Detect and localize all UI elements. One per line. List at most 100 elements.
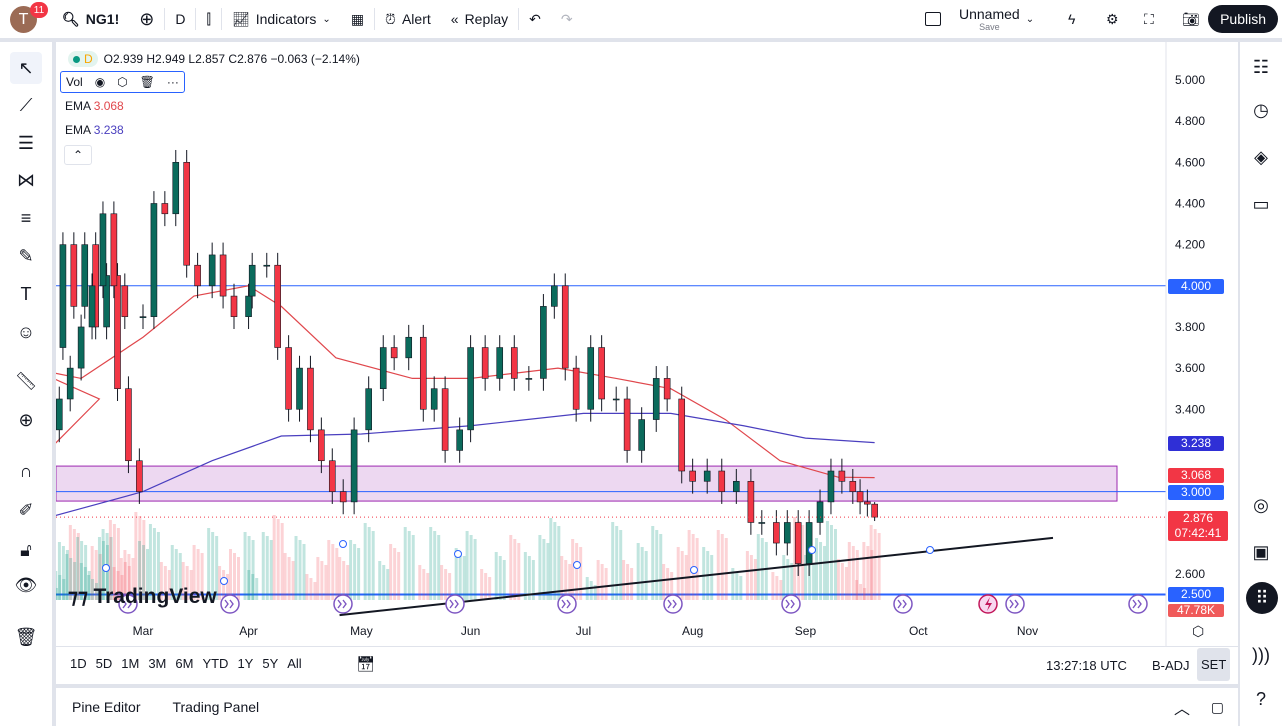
collapse-panel-button[interactable]: ︿ [1174,695,1190,719]
redo-button[interactable]: ↷ [551,0,583,38]
prediction-tool[interactable]: ≡ [10,202,42,234]
badj-toggle[interactable]: B-ADJ [1152,658,1190,673]
magnet-tool[interactable]: ∩ [10,455,42,487]
calendar-button[interactable]: ▣ [1246,537,1276,567]
range-5d[interactable]: 5D [95,656,113,671]
eye-icon[interactable]: ◉ [94,75,106,89]
fib-tool[interactable]: ☰ [10,127,42,159]
volume-bar [812,563,816,600]
axis-settings-button[interactable]: ⬡ [1192,623,1204,640]
clock[interactable]: 13:27:18 UTC [1046,658,1127,673]
chart-type-button[interactable]: ⫿ [196,0,220,38]
trash-icon[interactable]: 🗑︎ [139,75,155,89]
hide-tool[interactable]: 👁︎ [10,569,42,601]
volume-bar [782,555,786,600]
candle-body [598,347,605,400]
ema-fast-legend[interactable]: EMA 3.068 [65,99,124,113]
trading-panel-tab[interactable]: Trading Panel [172,699,260,715]
candle-body [623,398,631,451]
candle-body [612,398,620,401]
volume-bar [87,571,91,600]
range-5y[interactable]: 5Y [262,656,279,671]
lock-tool[interactable]: 🔓︎ [10,534,42,566]
volume-bar [716,530,720,600]
ema-slow-legend[interactable]: EMA 3.238 [65,123,124,137]
stay-drawing-tool[interactable]: ✐ [10,494,42,526]
volume-bar [90,546,94,600]
range-1y[interactable]: 1Y [237,656,254,671]
watchlist-button[interactable]: ☷ [1246,52,1276,82]
collapse-legend-button[interactable]: ⌃ [64,145,92,165]
layers-button[interactable]: ◈ [1246,142,1276,172]
volume-bar [331,544,335,600]
maximize-panel-button[interactable]: ▢ [1211,699,1224,716]
range-ytd[interactable]: YTD [202,656,229,671]
broadcast-button[interactable]: ))) [1246,640,1276,670]
fullscreen-button[interactable]: ⛶ [1134,0,1164,38]
volume-bar [836,559,840,600]
settings-button[interactable]: ⚙ [1096,0,1129,38]
layouts-button[interactable]: ▦ [341,0,374,38]
volume-bar [440,565,444,600]
candle-body [350,429,358,503]
cursor-tool[interactable]: ↖ [10,52,42,84]
session-toggle[interactable]: SET [1197,648,1231,681]
range-all[interactable]: All [287,656,302,671]
alert-button[interactable]: ⏰︎ Alert [375,0,441,38]
layout-name[interactable]: Unnamed Save ⌄ [915,0,1044,38]
lines-icon: ☰ [17,132,35,153]
volume-bar [335,548,339,600]
volume-bar [108,520,112,600]
candle-body [136,460,143,492]
alerts-button[interactable]: ◷ [1246,95,1276,125]
volume-bar [397,552,401,600]
volume-bar [138,516,142,600]
indicators-button[interactable]: 📈︎ Indicators ⌄ [222,0,341,38]
apps-button[interactable]: ⠿ [1246,582,1278,614]
volume-legend[interactable]: Vol ◉ ⬡ 🗑︎ ··· [60,71,185,93]
compare-button[interactable]: ⊕ [129,0,164,38]
candle-body [110,213,118,287]
more-icon[interactable]: ··· [166,75,179,89]
split-icon [785,599,795,609]
target-button[interactable]: ◎ [1246,490,1276,520]
event-marker [663,594,683,614]
volume-bar [604,568,608,600]
volume-bar [527,556,531,600]
pine-editor-tab[interactable]: Pine Editor [72,699,141,715]
snapshot-button[interactable]: 📷︎ [1172,0,1210,38]
emoji-tool[interactable]: ☺ [10,316,42,348]
volume-bar [626,564,630,600]
volume-bar [448,573,452,600]
undo-button[interactable]: ↶ [519,0,551,38]
price-chart[interactable]: 5.000 4.800 4.600 4.400 4.200 3.800 3.600 3.400… [56,42,1238,684]
range-1d[interactable]: 1D [70,656,87,671]
brush-tool[interactable]: ✎ [10,240,42,272]
range-1m[interactable]: 1M [121,656,140,671]
tradingview-watermark: ⁊⁊ TradingView [68,585,217,608]
volume-bar [651,526,655,600]
zoom-tool[interactable]: ⊕ [10,404,42,436]
volume-bar [95,583,99,600]
delete-tool[interactable]: 🗑︎ [10,621,42,653]
split-icon [122,599,132,609]
chart-pane[interactable]: 5.000 4.800 4.600 4.400 4.200 3.800 3.600 3.400… [56,42,1238,684]
goto-date-button[interactable]: 📅︎ [356,655,375,673]
volume-bar [538,535,542,600]
text-tool[interactable]: T [10,278,42,310]
replay-button[interactable]: « Replay [441,0,518,38]
trendline-tool[interactable]: ⟋ [10,89,42,121]
pattern-tool[interactable]: ⋈ [10,164,42,196]
range-6m[interactable]: 6M [175,656,194,671]
quick-search-button[interactable]: ϟ [1058,0,1085,38]
range-3m[interactable]: 3M [148,656,167,671]
help-button[interactable]: ? [1246,684,1276,714]
ruler-tool[interactable]: 📏︎ [10,365,42,397]
volume-bar [185,566,189,600]
interval-button[interactable]: D [175,11,186,27]
publish-button[interactable]: Publish [1208,5,1278,33]
symbol-search[interactable]: 🔍︎ NG1! [52,0,129,38]
settings-icon[interactable]: ⬡ [117,75,128,89]
candle-body [285,347,292,410]
chat-button[interactable]: ▭ [1246,189,1276,219]
